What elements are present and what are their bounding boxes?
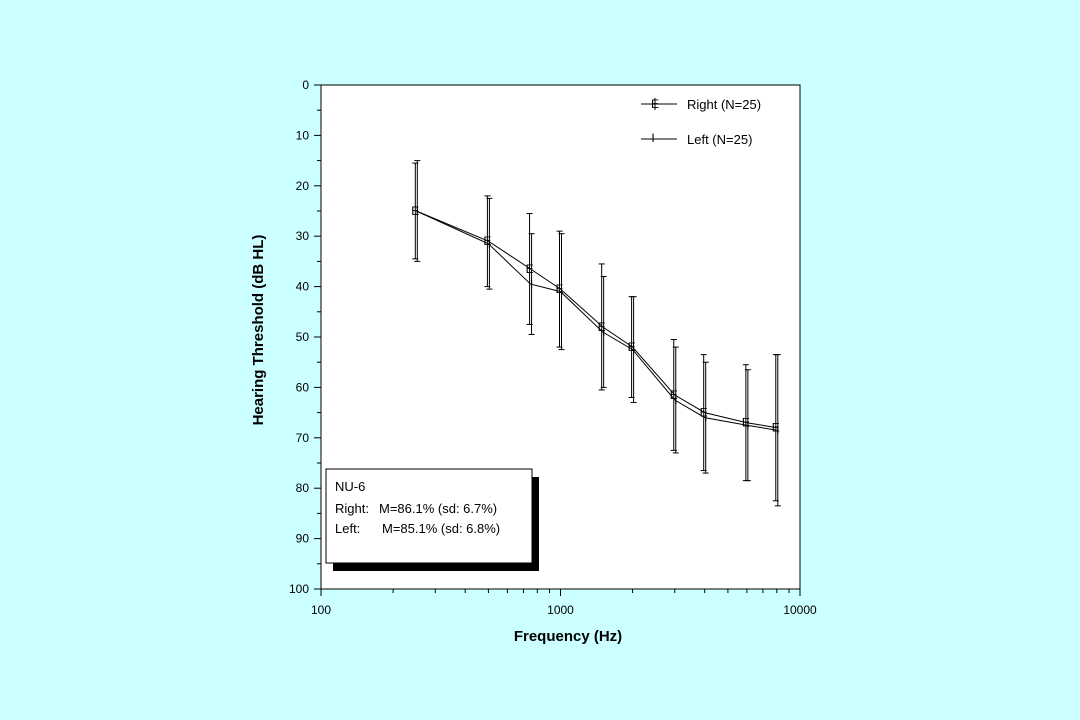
data-point-marker: E (772, 421, 780, 435)
y-tick-label: 100 (289, 582, 309, 596)
data-point-marker: I (776, 423, 779, 437)
x-axis-title: Frequency (Hz) (514, 628, 622, 645)
y-tick-label: 10 (296, 128, 310, 142)
data-point-marker: I (704, 411, 707, 425)
data-point-marker: I (560, 285, 563, 299)
score-note: NU-6 Right: M=86.1% (sd: 6.7%) Left: M=8… (325, 468, 539, 571)
note-right-label: Right: (335, 501, 369, 516)
note-right-value: M=86.1% (sd: 6.7%) (379, 501, 497, 516)
data-point-marker: E (598, 320, 606, 334)
x-tick-label: 10000 (783, 603, 817, 617)
y-tick-label: 20 (296, 179, 310, 193)
data-point-marker: I (674, 393, 677, 407)
data-point-marker: I (632, 343, 635, 357)
x-tick-label: 100 (311, 603, 331, 617)
y-tick-label: 70 (296, 431, 310, 445)
data-point-marker: E (742, 416, 750, 430)
data-point-marker: I (416, 204, 419, 218)
data-point-marker: E (628, 340, 636, 354)
data-point-marker: E (526, 262, 534, 276)
y-tick-label: 90 (296, 532, 310, 546)
x-tick-label: 1000 (547, 603, 574, 617)
y-axis-title: Hearing Threshold (dB HL) (250, 235, 267, 426)
data-point-marker: I (488, 237, 491, 251)
data-point-marker: E (670, 388, 678, 402)
y-tick-label: 50 (296, 330, 310, 344)
note-title: NU-6 (335, 479, 365, 494)
data-point-marker: I (602, 325, 605, 339)
series-line (416, 210, 777, 429)
legend-marker-right: E (651, 97, 659, 111)
series-left: I I I I I I I I I I (414, 160, 781, 507)
data-point-marker: E (555, 282, 563, 296)
note-box (325, 468, 533, 564)
y-tick-label: 80 (296, 481, 310, 495)
y-tick-label: 60 (296, 380, 310, 394)
y-tick-label: 40 (296, 280, 310, 294)
data-point-marker: E (700, 406, 708, 420)
data-point-marker: I (746, 418, 749, 432)
note-left-value: M=85.1% (sd: 6.8%) (382, 521, 500, 536)
legend: E Right (N=25) I Left (N=25) (641, 97, 761, 147)
data-point-marker: I (530, 277, 533, 291)
legend-marker-left: I (651, 131, 654, 145)
data-point-marker: E (411, 204, 419, 218)
series-line (416, 210, 777, 431)
legend-label-left: Left (N=25) (687, 132, 752, 147)
y-tick-label: 30 (296, 229, 310, 243)
data-point-marker: E (483, 234, 491, 248)
y-tick-label: 0 (302, 78, 309, 92)
series-right: E E E E E E E E E E (411, 162, 780, 502)
note-left-label: Left: (335, 521, 360, 536)
legend-label-right: Right (N=25) (687, 97, 761, 112)
